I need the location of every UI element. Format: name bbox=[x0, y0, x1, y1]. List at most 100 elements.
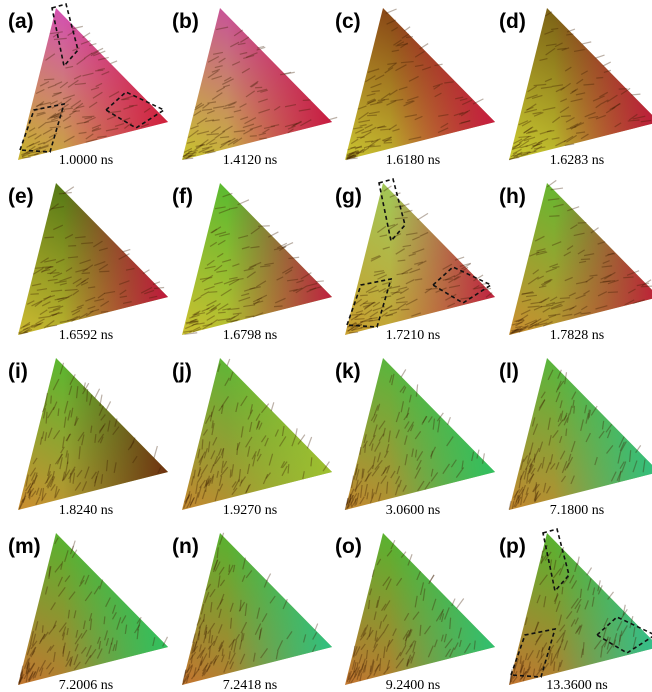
arrow bbox=[122, 250, 130, 252]
arrow bbox=[587, 568, 592, 576]
arrow bbox=[183, 158, 193, 159]
arrow bbox=[209, 292, 218, 293]
vector-field-overlay bbox=[18, 183, 168, 335]
arrow bbox=[355, 499, 356, 506]
time-label: 9.2400 ns bbox=[386, 678, 440, 692]
panel: (l) 7.1800 ns bbox=[499, 358, 652, 518]
arrow bbox=[577, 557, 579, 566]
panel-label: (k) bbox=[335, 360, 361, 383]
time-label: 1.9270 ns bbox=[223, 503, 277, 518]
vector-field-overlay bbox=[18, 8, 168, 160]
panel-label: (o) bbox=[335, 535, 362, 558]
arrow bbox=[267, 574, 271, 581]
arrow bbox=[448, 417, 451, 425]
time-label: 1.7210 ns bbox=[386, 328, 440, 343]
arrow bbox=[547, 180, 556, 187]
panel-label: (g) bbox=[335, 185, 362, 208]
arrow bbox=[83, 33, 91, 38]
arrow bbox=[307, 437, 311, 448]
arrow bbox=[631, 94, 640, 95]
time-label: 1.0000 ns bbox=[59, 153, 113, 168]
arrow bbox=[30, 294, 38, 295]
arrow bbox=[316, 281, 324, 282]
panel: (m)7.2006 ns bbox=[8, 533, 168, 692]
arrow bbox=[450, 618, 451, 629]
arrow bbox=[295, 428, 297, 437]
panel: (h) 1.7828 ns bbox=[499, 180, 652, 343]
panel-label: (l) bbox=[499, 360, 519, 383]
panel-label: (c) bbox=[335, 10, 361, 33]
time-label: 7.2006 ns bbox=[59, 678, 113, 692]
arrow bbox=[43, 267, 54, 268]
panel: (c)1.6180 ns bbox=[335, 8, 495, 168]
panel: (j) 1.9270 ns bbox=[172, 358, 332, 518]
arrow bbox=[99, 271, 109, 272]
arrow bbox=[608, 292, 618, 293]
arrow bbox=[259, 138, 267, 139]
arrow bbox=[641, 286, 652, 287]
arrow bbox=[143, 270, 150, 274]
arrow bbox=[230, 469, 231, 477]
arrow bbox=[72, 111, 80, 112]
arrow bbox=[560, 298, 570, 299]
arrow bbox=[271, 402, 274, 411]
figure: (a)1.0000 ns(b)1.4120 ns(c)1.6180 ns(d)1… bbox=[0, 0, 652, 692]
panel-label: (p) bbox=[499, 535, 526, 558]
arrow bbox=[288, 464, 289, 473]
arrow bbox=[574, 406, 575, 414]
arrow bbox=[238, 200, 249, 205]
arrow bbox=[367, 115, 377, 116]
arrow bbox=[456, 599, 463, 609]
arrow bbox=[401, 369, 406, 377]
panel: (o) 9.2400 ns bbox=[335, 533, 495, 692]
panel: (n)7.2418 ns bbox=[172, 533, 332, 692]
arrow bbox=[202, 439, 203, 449]
time-label: 1.7828 ns bbox=[550, 328, 604, 343]
panel-label: (j) bbox=[172, 360, 192, 383]
time-label: 7.2418 ns bbox=[223, 678, 277, 692]
arrow bbox=[549, 216, 559, 217]
panel-label: (e) bbox=[8, 185, 34, 208]
arrow bbox=[51, 396, 52, 404]
arrow bbox=[404, 27, 410, 31]
arrow bbox=[104, 616, 105, 624]
arrow bbox=[384, 142, 392, 143]
arrow bbox=[315, 624, 318, 631]
panel: (i)1.8240 ns bbox=[8, 358, 168, 518]
arrow bbox=[222, 649, 223, 657]
arrow bbox=[95, 389, 100, 399]
arrow bbox=[274, 306, 282, 307]
arrow bbox=[95, 70, 103, 71]
arrow bbox=[329, 117, 337, 119]
arrow bbox=[578, 223, 587, 224]
panel: (e)1.6592 ns bbox=[8, 183, 168, 343]
time-label: 3.0600 ns bbox=[386, 503, 440, 518]
arrow bbox=[111, 61, 118, 64]
time-label: 1.6283 ns bbox=[550, 153, 604, 168]
arrow bbox=[551, 188, 563, 190]
arrow bbox=[106, 401, 110, 410]
time-label: 7.1800 ns bbox=[550, 503, 604, 518]
arrow bbox=[418, 213, 428, 219]
arrow bbox=[227, 359, 230, 366]
arrow bbox=[595, 55, 604, 58]
arrow bbox=[258, 226, 270, 227]
panel: (d) 1.6283 ns bbox=[499, 8, 652, 168]
panel-label: (d) bbox=[499, 10, 526, 33]
panel-label: (b) bbox=[172, 10, 199, 33]
panel-label: (h) bbox=[499, 185, 526, 208]
arrow bbox=[42, 625, 43, 632]
vector-field-overlay bbox=[182, 8, 332, 160]
arrow bbox=[429, 575, 434, 582]
panel: (b)1.4120 ns bbox=[172, 8, 337, 168]
arrow bbox=[420, 44, 429, 49]
time-label: 1.8240 ns bbox=[59, 503, 113, 518]
panel: (f)1.6798 ns bbox=[172, 183, 332, 343]
arrow bbox=[82, 273, 90, 274]
arrow bbox=[582, 42, 591, 44]
vector-field-overlay bbox=[509, 358, 652, 510]
arrow bbox=[58, 408, 59, 415]
arrow bbox=[35, 268, 44, 269]
vector-field-overlay bbox=[345, 533, 495, 685]
arrow bbox=[522, 327, 532, 328]
